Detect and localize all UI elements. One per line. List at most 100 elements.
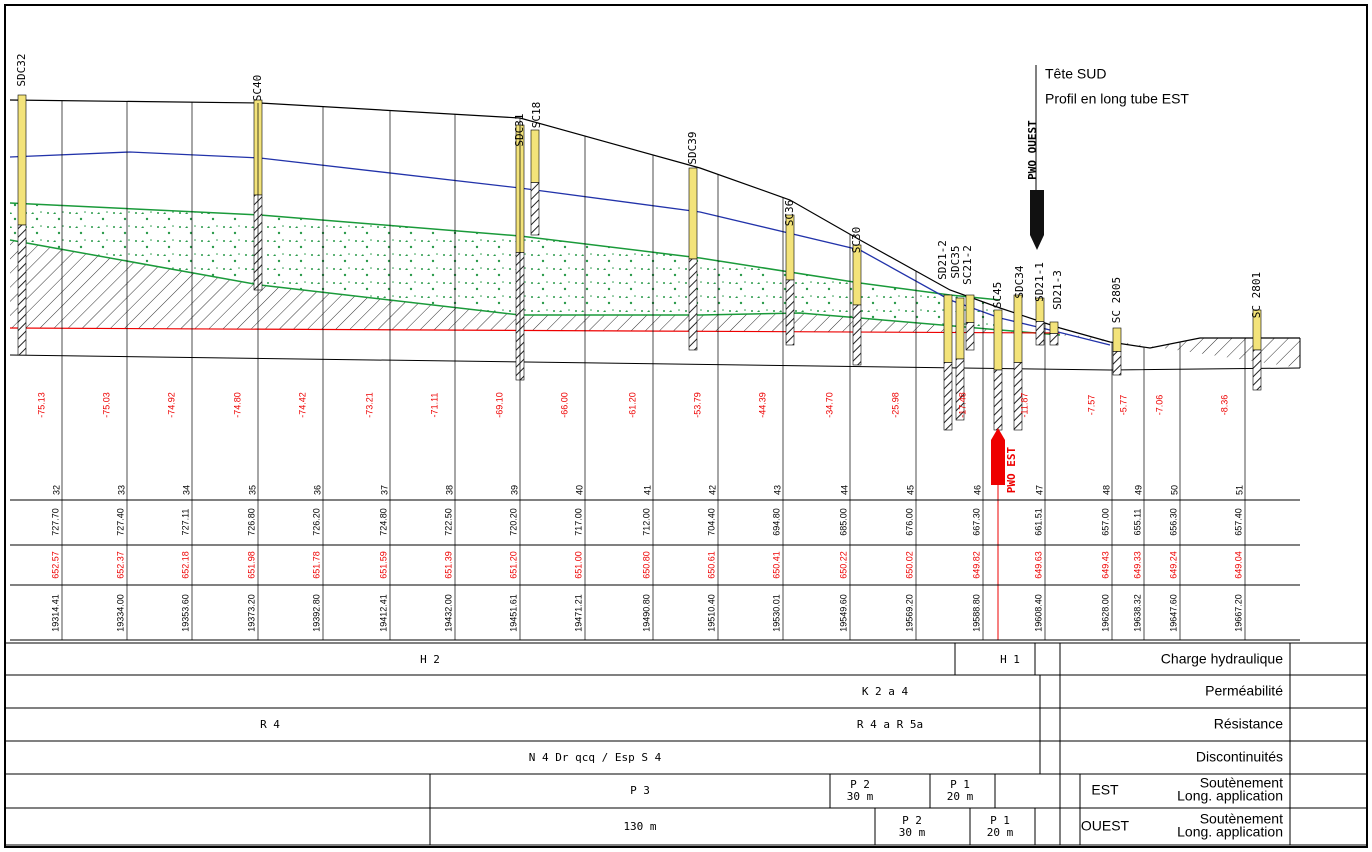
elevation: 657.40 [1233, 508, 1243, 536]
station: 32 [51, 485, 61, 495]
level: 649.24 [1168, 551, 1178, 579]
cell: N 4 Dr qcq / Esp S 4 [529, 751, 662, 764]
cell: 30 m [847, 790, 874, 803]
elevation: 717.00 [573, 508, 583, 536]
level: 650.22 [838, 551, 848, 579]
elevation: 694.80 [771, 508, 781, 536]
elevation: 724.80 [378, 508, 388, 536]
chainage: 19314.41 [50, 594, 60, 632]
borehole [853, 305, 861, 365]
borehole-label: SD21-3 [1051, 270, 1064, 310]
depth: -73.21 [364, 392, 374, 418]
borehole-label: SDC39 [686, 131, 699, 164]
station: 50 [1169, 485, 1179, 495]
station: 51 [1234, 485, 1244, 495]
borehole [689, 168, 697, 259]
borehole [944, 363, 952, 431]
elevation: 726.20 [311, 508, 321, 536]
borehole [786, 280, 794, 345]
chainage: 19451.61 [508, 594, 518, 632]
chainage: 19667.20 [1233, 594, 1243, 632]
elevation: 727.40 [115, 508, 125, 536]
row-label: Résistance [1214, 716, 1283, 732]
pwo-ouest-label: PWO OUEST [1026, 120, 1039, 180]
station: 47 [1034, 485, 1044, 495]
chainage: 19638.32 [1132, 594, 1142, 632]
borehole [1050, 334, 1058, 346]
chainage: 19353.60 [180, 594, 190, 632]
borehole [994, 310, 1002, 370]
borehole-label: SDC34 [1013, 265, 1026, 298]
level: 651.00 [573, 551, 583, 579]
depth: -25.98 [890, 392, 900, 418]
elevation: 661.51 [1033, 508, 1043, 536]
depth: -61.20 [627, 392, 637, 418]
borehole [944, 295, 952, 363]
depth: -44.39 [757, 392, 767, 418]
pwo-est-arrow [991, 428, 1005, 485]
borehole-label: SDC32 [15, 53, 28, 86]
title: Tête SUD [1045, 66, 1106, 82]
elevation: 727.70 [50, 508, 60, 536]
depth: -7.57 [1086, 395, 1096, 416]
level: 651.59 [378, 551, 388, 579]
chainage: 19432.00 [443, 594, 453, 632]
borehole [1253, 350, 1261, 390]
depth: -75.13 [36, 392, 46, 418]
cell: H 1 [1000, 653, 1020, 666]
profile-drawing: SDC32SC40SDC31SC18SDC39SC36SC30SD21-2SDC… [0, 0, 1372, 852]
level: 649.04 [1233, 551, 1243, 579]
elevation: 712.00 [641, 508, 651, 536]
borehole [1113, 352, 1121, 376]
depth: -74.80 [232, 392, 242, 418]
station: 42 [707, 485, 717, 495]
depth: -71.11 [429, 393, 439, 418]
station: 45 [905, 485, 915, 495]
station: 36 [312, 485, 322, 495]
borehole [531, 130, 539, 183]
elevation: 667.30 [971, 508, 981, 536]
level: 650.02 [904, 551, 914, 579]
borehole [18, 95, 26, 225]
depth: -75.03 [101, 392, 111, 418]
borehole [689, 259, 697, 350]
borehole [966, 295, 974, 323]
depth: -53.79 [692, 392, 702, 418]
depth: -74.42 [297, 392, 307, 418]
level: 649.33 [1132, 551, 1142, 579]
elevation: 656.30 [1168, 508, 1178, 536]
borehole [1113, 328, 1121, 352]
chainage: 19628.00 [1100, 594, 1110, 632]
side-label: EST [1091, 782, 1119, 798]
borehole-label: SC 2801 [1250, 272, 1263, 318]
level: 649.82 [971, 551, 981, 579]
level: 651.39 [443, 551, 453, 579]
elevation: 727.11 [180, 509, 190, 536]
level: 652.18 [180, 551, 190, 579]
level: 650.61 [706, 551, 716, 579]
station: 44 [839, 485, 849, 495]
cell: 130 m [623, 820, 656, 833]
elevation: 655.11 [1132, 509, 1142, 536]
chainage: 19530.01 [771, 594, 781, 632]
depth: -74.92 [166, 392, 176, 418]
borehole-label: SD21-2 [936, 240, 949, 280]
side-label: OUEST [1081, 818, 1130, 834]
level: 650.41 [771, 551, 781, 579]
cell: 30 m [899, 826, 926, 839]
borehole-label: SC36 [783, 200, 796, 227]
cell: H 2 [420, 653, 440, 666]
row-label: Discontinuités [1196, 749, 1283, 765]
pwo-est-label: PWO EST [1005, 446, 1018, 493]
row-label: Long. application [1177, 788, 1283, 804]
station: 35 [247, 485, 257, 495]
level: 651.20 [508, 551, 518, 579]
borehole-label: SC30 [850, 227, 863, 254]
borehole-label: SC40 [251, 75, 264, 102]
level: 652.57 [50, 551, 60, 579]
elevation: 685.00 [838, 508, 848, 536]
frame [5, 5, 1367, 847]
depth: -11.87 [1019, 393, 1029, 418]
